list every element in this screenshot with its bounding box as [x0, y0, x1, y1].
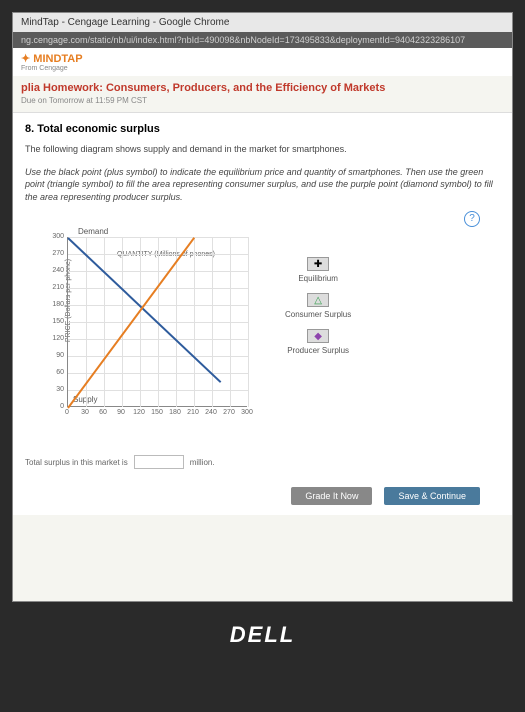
hw-due: Due on Tomorrow at 11:59 PM CST: [21, 96, 147, 105]
legend-equilibrium[interactable]: ✚ Equilibrium: [285, 257, 351, 283]
question-intro: The following diagram shows supply and d…: [25, 143, 500, 156]
question-instructions: Use the black point (plus symbol) to ind…: [25, 166, 500, 204]
brand-name: MINDTAP: [33, 53, 82, 65]
mindtap-brand: ✦ MINDTAP From Cengage: [13, 48, 512, 76]
answer-input[interactable]: [134, 455, 184, 469]
legend: ✚ Equilibrium △ Consumer Surplus ◆ Produ…: [285, 257, 351, 437]
window-title: MindTap - Cengage Learning - Google Chro…: [13, 13, 512, 32]
app-screen: MindTap - Cengage Learning - Google Chro…: [12, 12, 513, 602]
save-continue-button[interactable]: Save & Continue: [384, 487, 480, 505]
chart-area: PRICE (Dollars per phone) Demand Supply …: [45, 237, 500, 437]
legend-eq-label: Equilibrium: [298, 274, 338, 283]
brand-sub: From Cengage: [21, 65, 504, 72]
mindtap-star-icon: ✦: [21, 53, 33, 65]
url-bar[interactable]: ng.cengage.com/static/nb/ui/index.html?n…: [13, 32, 512, 48]
legend-producer-surplus[interactable]: ◆ Producer Surplus: [285, 329, 351, 355]
supply-demand-chart[interactable]: PRICE (Dollars per phone) Demand Supply …: [45, 237, 265, 437]
question-content: 8. Total economic surplus The following …: [13, 113, 512, 515]
plus-icon: ✚: [307, 257, 329, 271]
grade-button[interactable]: Grade It Now: [291, 487, 372, 505]
help-icon[interactable]: ?: [464, 211, 480, 227]
button-row: Grade It Now Save & Continue: [25, 487, 500, 505]
diamond-icon: ◆: [307, 329, 329, 343]
legend-ps-label: Producer Surplus: [287, 346, 349, 355]
plot-area[interactable]: Demand Supply: [67, 237, 247, 407]
hw-title-text: plia Homework: Consumers, Producers, and…: [21, 82, 385, 94]
legend-consumer-surplus[interactable]: △ Consumer Surplus: [285, 293, 351, 319]
answer-prompt: Total surplus in this market is: [25, 458, 128, 467]
answer-row: Total surplus in this market is million.: [25, 455, 500, 469]
question-number: 8. Total economic surplus: [25, 123, 500, 135]
legend-cs-label: Consumer Surplus: [285, 310, 351, 319]
demand-label: Demand: [78, 227, 108, 236]
laptop-brand: DELL: [0, 622, 525, 648]
answer-unit: million.: [190, 458, 215, 467]
homework-title: plia Homework: Consumers, Producers, and…: [13, 76, 512, 113]
triangle-icon: △: [307, 293, 329, 307]
